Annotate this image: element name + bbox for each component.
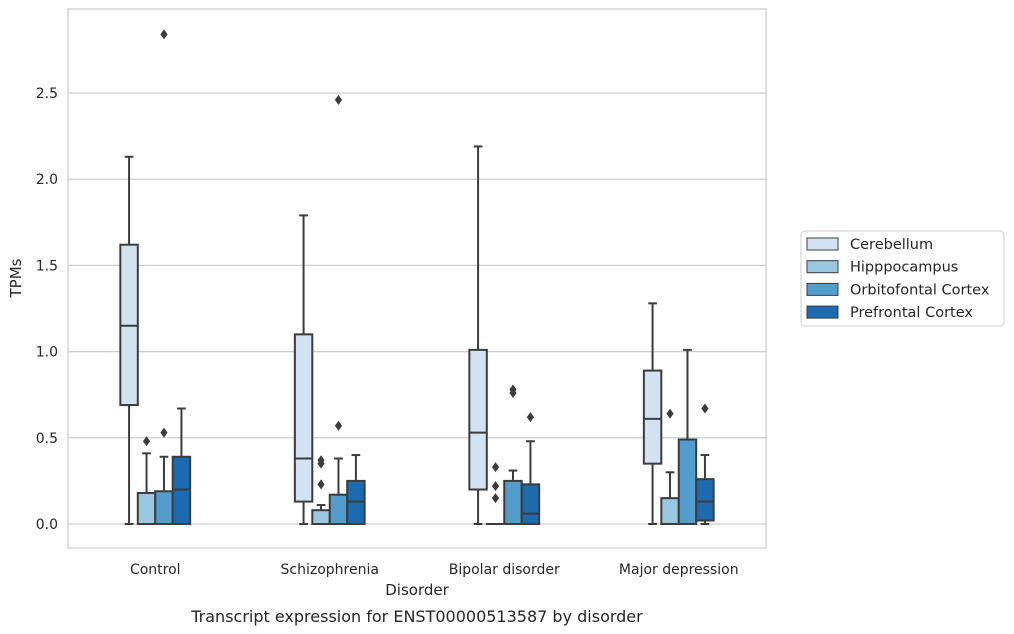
outlier-point: [334, 94, 343, 105]
outlier-point: [491, 462, 500, 473]
outlier-point: [491, 481, 500, 492]
outlier-point: [142, 436, 151, 447]
legend-entry: Hipppocampus: [850, 260, 958, 276]
box-plot-marks: [119, 29, 715, 526]
box-iqr: [136, 491, 157, 525]
y-tick-label: 2.5: [36, 86, 58, 102]
x-tick-labels: Control Schizophrenia Bipolar disorder Majo…: [130, 562, 739, 578]
outlier-point: [160, 427, 168, 438]
outlier-point: [526, 412, 535, 423]
legend-swatch: [806, 260, 839, 274]
box-iqr: [293, 333, 314, 503]
x-tick-label: Major depression: [619, 562, 739, 578]
y-tick-labels: 0.0 0.5 1.0 1.5 2.0 2.5: [36, 86, 58, 533]
outlier-point: [160, 29, 168, 40]
y-axis-label: TPMs: [7, 258, 25, 298]
box-iqr: [468, 348, 488, 491]
outlier-point: [701, 403, 709, 414]
box-iqr: [677, 438, 698, 525]
y-tick-label: 2.0: [36, 172, 58, 188]
y-tick-label: 0.0: [36, 517, 58, 533]
box-iqr: [520, 483, 541, 525]
legend-swatch: [806, 282, 839, 296]
box-prefrontal-cortex: [346, 454, 366, 525]
x-tick-label: Bipolar disorder: [449, 562, 560, 578]
y-tick-label: 1.5: [36, 258, 58, 274]
chart-caption: Transcript expression for ENST0000051358…: [190, 607, 643, 626]
legend-swatch: [806, 305, 839, 319]
box-iqr: [311, 509, 331, 526]
box-orbitofontal-cortex: [154, 29, 174, 525]
legend-frame: [800, 230, 1005, 327]
x-tick-label: Control: [130, 562, 181, 578]
box-hipppocampus: [660, 408, 680, 526]
box-iqr: [503, 479, 523, 525]
x-axis-label: Disorder: [385, 581, 449, 599]
box-cerebellum: [293, 214, 314, 525]
box-prefrontal-cortex: [520, 412, 541, 525]
box-hipppocampus: [311, 455, 331, 526]
box-iqr: [660, 497, 680, 526]
box-orbitofontal-cortex: [328, 94, 349, 525]
y-tick-label: 0.5: [36, 431, 58, 447]
outlier-point: [334, 420, 343, 431]
legend-entry: Orbitofontal Cortex: [850, 282, 990, 298]
plot-area: [67, 8, 767, 549]
box-cerebellum: [119, 155, 139, 525]
box-prefrontal-cortex: [695, 403, 715, 525]
box-prefrontal-cortex: [171, 407, 192, 526]
box-cerebellum: [468, 145, 488, 525]
outlier-point: [666, 408, 674, 419]
box-iqr: [642, 369, 663, 465]
box-hipppocampus: [485, 462, 506, 526]
outlier-point: [509, 384, 517, 395]
box-iqr: [695, 478, 715, 522]
legend-entry: Prefrontal Cortex: [850, 305, 973, 321]
legend: Cerebellum Hipppocampus Orbitofontal Corte…: [800, 230, 1005, 327]
box-hipppocampus: [136, 436, 157, 525]
box-cerebellum: [642, 302, 663, 525]
box-orbitofontal-cortex: [677, 348, 698, 525]
box-orbitofontal-cortex: [503, 384, 523, 525]
box-iqr: [154, 490, 174, 525]
x-tick-label: Schizophrenia: [281, 562, 379, 578]
outlier-point: [491, 493, 500, 504]
legend-entry: Cerebellum: [850, 237, 933, 253]
legend-swatch: [806, 237, 839, 251]
box-iqr: [328, 493, 349, 525]
y-tick-label: 1.0: [36, 345, 58, 361]
outlier-point: [317, 455, 325, 466]
outlier-point: [317, 479, 325, 490]
